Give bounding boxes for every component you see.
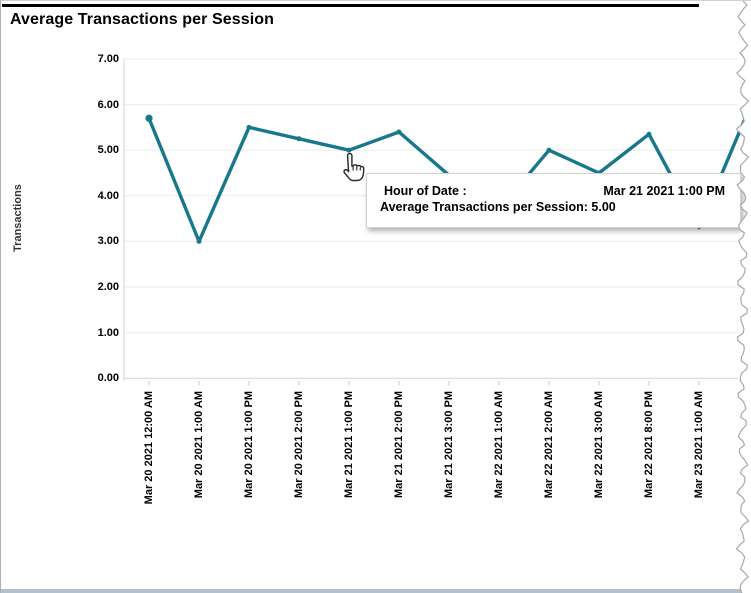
data-point-marker[interactable]: [196, 238, 202, 244]
tooltip-measure-value: Average Transactions per Session: 5.00: [380, 200, 616, 214]
chart-title: Average Transactions per Session: [10, 11, 275, 28]
tooltip-field-label: Hour of Date :: [384, 184, 467, 198]
y-tick-label: 7.00: [97, 53, 119, 65]
data-point-marker[interactable]: [396, 129, 402, 135]
data-point-marker[interactable]: [246, 124, 252, 130]
tooltip-row-dimension: Hour of Date : Mar 21 2021 1:00 PM: [380, 184, 725, 198]
hover-tooltip: Hour of Date : Mar 21 2021 1:00 PM Avera…: [366, 173, 741, 228]
header-divider: [2, 4, 699, 7]
hand-cursor-icon: [343, 153, 365, 182]
y-tick-label: 5.00: [97, 144, 119, 157]
data-point-marker[interactable]: [346, 147, 352, 153]
data-point-marker[interactable]: [145, 114, 153, 122]
tooltip-field-value: Mar 21 2021 1:00 PM: [603, 184, 725, 198]
y-tick-label: 3.00: [97, 235, 119, 248]
data-point-marker[interactable]: [296, 136, 302, 142]
y-tick-label: 4.00: [97, 189, 119, 202]
data-point-marker[interactable]: [546, 147, 552, 153]
y-tick-label: 0.00: [97, 372, 119, 385]
torn-edge-fill: [736, 1, 751, 593]
torn-edge-line: [735, 1, 750, 593]
y-tick-label: 1.00: [97, 326, 119, 339]
window-bottom-edge: [1, 589, 751, 593]
y-tick-label: 2.00: [97, 281, 119, 293]
y-tick-label: 6.00: [97, 98, 119, 111]
data-point-marker[interactable]: [646, 131, 652, 137]
